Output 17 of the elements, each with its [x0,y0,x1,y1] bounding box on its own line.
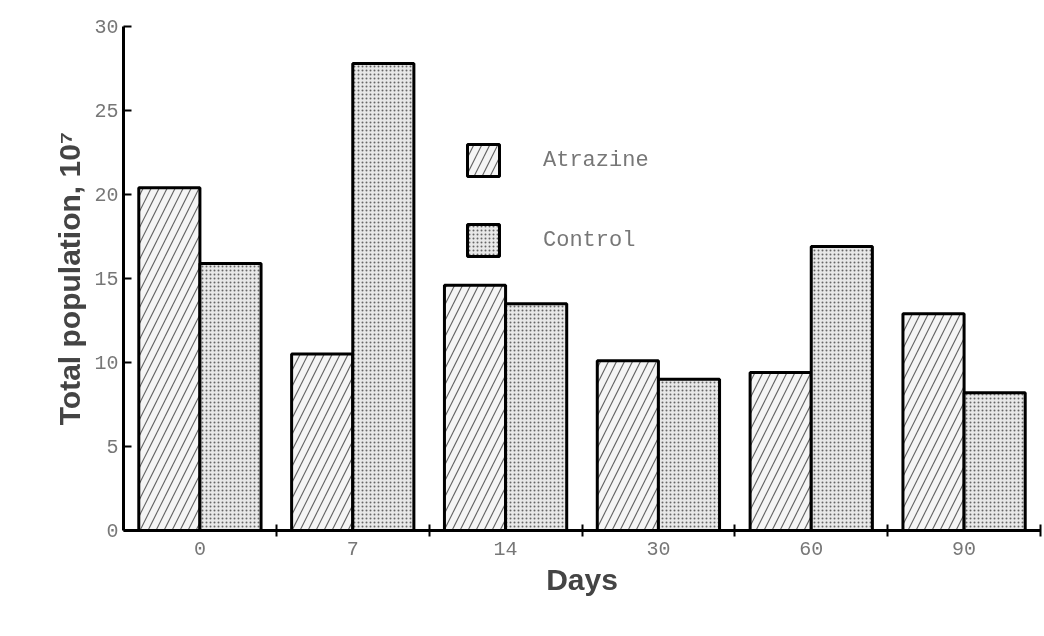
y-tick-label: 25 [94,100,119,123]
legend-label: Atrazine [543,147,649,173]
y-tick-label: 30 [94,16,119,39]
y-tick-label: 0 [106,520,119,543]
y-axis-title: Total population, 10⁷ [53,131,87,426]
legend-label: Control [543,227,636,253]
x-tick-label: 30 [646,537,671,561]
y-tick-label: 15 [94,268,119,291]
y-tick-label: 20 [94,184,119,207]
x-axis-title: Days [546,562,618,596]
y-tick-label: 10 [94,352,119,375]
x-tick-label: 90 [952,537,977,561]
y-tick-label: 5 [106,436,119,459]
x-tick-label: 0 [193,537,206,561]
x-tick-label: 14 [493,537,518,561]
x-tick-label: 7 [346,537,359,561]
x-tick-label: 60 [799,537,824,561]
